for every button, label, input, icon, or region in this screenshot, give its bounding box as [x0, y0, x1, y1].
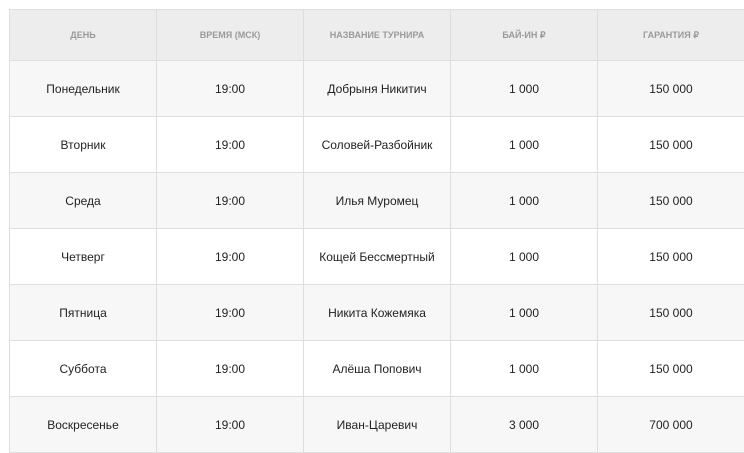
cell-tournament-name: Соловей-Разбойник: [304, 117, 451, 173]
cell-buy-in: 1 000: [451, 341, 598, 397]
cell-tournament-name: Алёша Попович: [304, 341, 451, 397]
cell-time: 19:00: [157, 285, 304, 341]
cell-day: Среда: [10, 173, 157, 229]
cell-guarantee: 150 000: [598, 173, 744, 229]
cell-time: 19:00: [157, 117, 304, 173]
cell-tournament-name: Иван-Царевич: [304, 397, 451, 453]
cell-buy-in: 3 000: [451, 397, 598, 453]
cell-guarantee: 150 000: [598, 285, 744, 341]
cell-day: Воскресенье: [10, 397, 157, 453]
cell-time: 19:00: [157, 397, 304, 453]
cell-buy-in: 1 000: [451, 117, 598, 173]
header-time: Время (МСК): [157, 10, 304, 61]
cell-guarantee: 700 000: [598, 397, 744, 453]
cell-time: 19:00: [157, 341, 304, 397]
cell-guarantee: 150 000: [598, 61, 744, 117]
cell-tournament-name: Никита Кожемяка: [304, 285, 451, 341]
cell-time: 19:00: [157, 173, 304, 229]
cell-guarantee: 150 000: [598, 229, 744, 285]
cell-time: 19:00: [157, 229, 304, 285]
cell-day: Понедельник: [10, 61, 157, 117]
cell-day: Суббота: [10, 341, 157, 397]
cell-buy-in: 1 000: [451, 229, 598, 285]
cell-buy-in: 1 000: [451, 285, 598, 341]
tournament-schedule-table: День Время (МСК) Название турнира Бай-ин…: [9, 9, 744, 453]
cell-guarantee: 150 000: [598, 341, 744, 397]
cell-day: Четверг: [10, 229, 157, 285]
header-buy-in: Бай-ин ₽: [451, 10, 598, 61]
cell-day: Пятница: [10, 285, 157, 341]
cell-tournament-name: Кощей Бессмертный: [304, 229, 451, 285]
cell-guarantee: 150 000: [598, 117, 744, 173]
cell-tournament-name: Добрыня Никитич: [304, 61, 451, 117]
cell-buy-in: 1 000: [451, 173, 598, 229]
header-day: День: [10, 10, 157, 61]
cell-buy-in: 1 000: [451, 61, 598, 117]
cell-tournament-name: Илья Муромец: [304, 173, 451, 229]
header-tournament-name: Название турнира: [304, 10, 451, 61]
header-row: День Время (МСК) Название турнира Бай-ин…: [10, 10, 744, 61]
header-guarantee: Гарантия ₽: [598, 10, 744, 61]
cell-day: Вторник: [10, 117, 157, 173]
cell-time: 19:00: [157, 61, 304, 117]
